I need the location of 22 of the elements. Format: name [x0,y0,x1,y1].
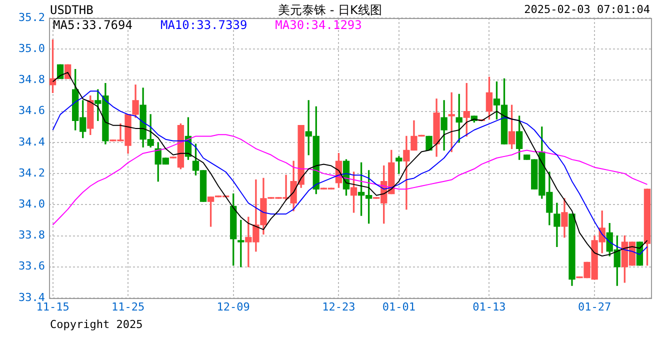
x-tick-label: 12-09 [216,300,250,314]
y-tick-label: 34.6 [18,104,45,118]
text: MA30:34.1293 [275,18,362,32]
x-tick-label: 01-27 [578,300,612,314]
chart-subtitle: USDTHB [50,3,94,17]
y-tick-label: 34.4 [18,135,46,148]
text: MA5:33.7694 [53,18,132,32]
y-tick-label: 33.8 [18,228,45,242]
y-tick-label: 35.0 [18,42,45,55]
y-tick-label: 34.2 [18,166,45,180]
y-tick-label: 34.8 [18,73,45,86]
x-tick-label: 12-23 [322,300,356,314]
y-tick-label: 33.6 [18,260,45,273]
y-tick-label: 34.0 [18,198,45,211]
chart-title: 美元泰铢 - 日K线图 [278,3,382,17]
text: MA10:33.7339 [160,18,248,32]
x-tick-label: 01-01 [382,300,416,314]
x-tick-label: 11-25 [111,300,145,314]
y-tick-label: 35.2 [18,10,45,24]
text: Copyright 2025 [50,318,143,332]
text: 2025-02-03 07:01:04 [524,3,650,17]
x-tick-label: 01-13 [472,300,506,314]
